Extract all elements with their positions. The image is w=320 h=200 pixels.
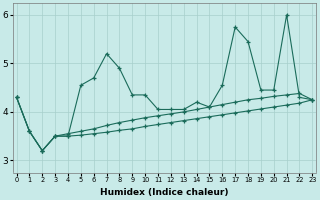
X-axis label: Humidex (Indice chaleur): Humidex (Indice chaleur): [100, 188, 229, 197]
